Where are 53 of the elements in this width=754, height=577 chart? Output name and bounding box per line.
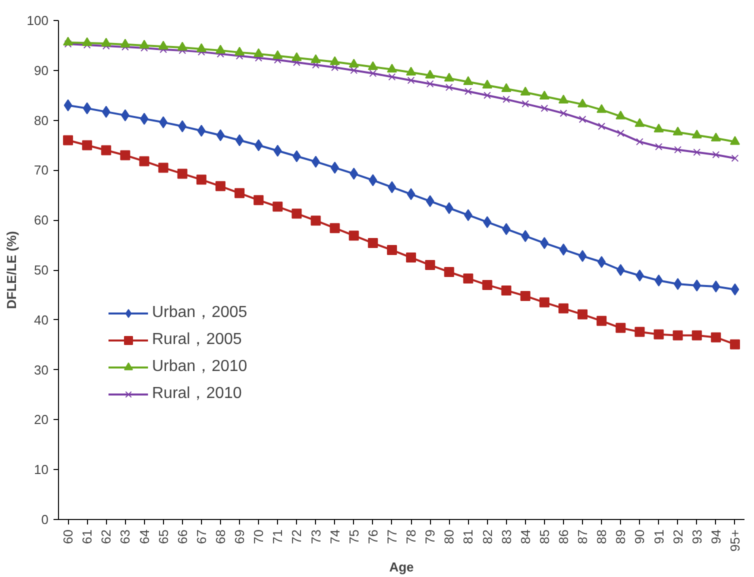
x-tick-label: 76 (365, 529, 380, 544)
x-tick-label: 88 (594, 529, 610, 544)
x-tick-label: 63 (118, 529, 133, 544)
legend-label: Urban，2010 (152, 357, 248, 377)
x-tick-label: 74 (327, 529, 342, 544)
x-tick-label: 64 (136, 529, 152, 544)
x-tick-label: 82 (480, 529, 495, 544)
x-tick-label: 91 (651, 529, 666, 544)
x-tick-label: 62 (98, 529, 114, 544)
legend-label: Urban，2005 (152, 303, 248, 323)
x-tick-label: 95+ (727, 529, 742, 552)
x-tick-label: 92 (670, 529, 686, 544)
x-tick-label: 83 (498, 529, 514, 544)
y-tick-label: 60 (34, 212, 49, 228)
x-tick-label: 67 (194, 529, 209, 544)
x-tick-label: 61 (80, 529, 95, 544)
y-axis-title: DFLE/LE (%) (4, 230, 19, 309)
y-tick-label: 30 (34, 362, 49, 378)
x-tick-label: 60 (60, 529, 76, 544)
x-tick-label: 68 (212, 529, 228, 544)
y-tick-label: 40 (34, 312, 49, 328)
x-tick-label: 94 (708, 529, 724, 544)
x-tick-label: 77 (384, 529, 400, 544)
y-tick-label: 70 (34, 162, 49, 178)
x-tick-label: 86 (556, 529, 571, 544)
y-tick-label: 10 (34, 462, 49, 478)
x-tick-label: 73 (308, 529, 324, 544)
x-tick-label: 71 (270, 529, 286, 544)
y-tick-label: 100 (26, 13, 49, 28)
legend-label: Rural，2010 (152, 384, 242, 404)
y-tick-label: 20 (34, 412, 49, 428)
x-tick-label: 80 (442, 529, 457, 544)
legend-label: Rural，2005 (152, 330, 242, 350)
x-tick-label: 90 (632, 529, 648, 544)
x-tick-label: 93 (689, 529, 704, 544)
x-tick-label: 69 (232, 529, 248, 544)
x-tick-label: 85 (536, 529, 552, 544)
x-tick-label: 78 (404, 529, 419, 544)
x-tick-label: 81 (460, 529, 476, 544)
x-tick-label: 79 (422, 529, 438, 544)
x-tick-label: 72 (289, 529, 304, 544)
y-tick-label: 80 (34, 112, 49, 128)
x-tick-label: 89 (613, 529, 628, 544)
x-axis-title: Age (389, 560, 414, 575)
y-tick-label: 0 (41, 512, 49, 527)
x-tick-label: 70 (251, 529, 266, 544)
y-tick-label: 90 (34, 62, 49, 78)
x-tick-label: 66 (174, 529, 190, 544)
x-tick-label: 75 (346, 529, 362, 544)
y-tick-label: 50 (34, 262, 49, 278)
x-tick-label: 65 (156, 529, 171, 544)
x-tick-label: 87 (575, 529, 590, 544)
x-tick-label: 84 (518, 529, 533, 544)
